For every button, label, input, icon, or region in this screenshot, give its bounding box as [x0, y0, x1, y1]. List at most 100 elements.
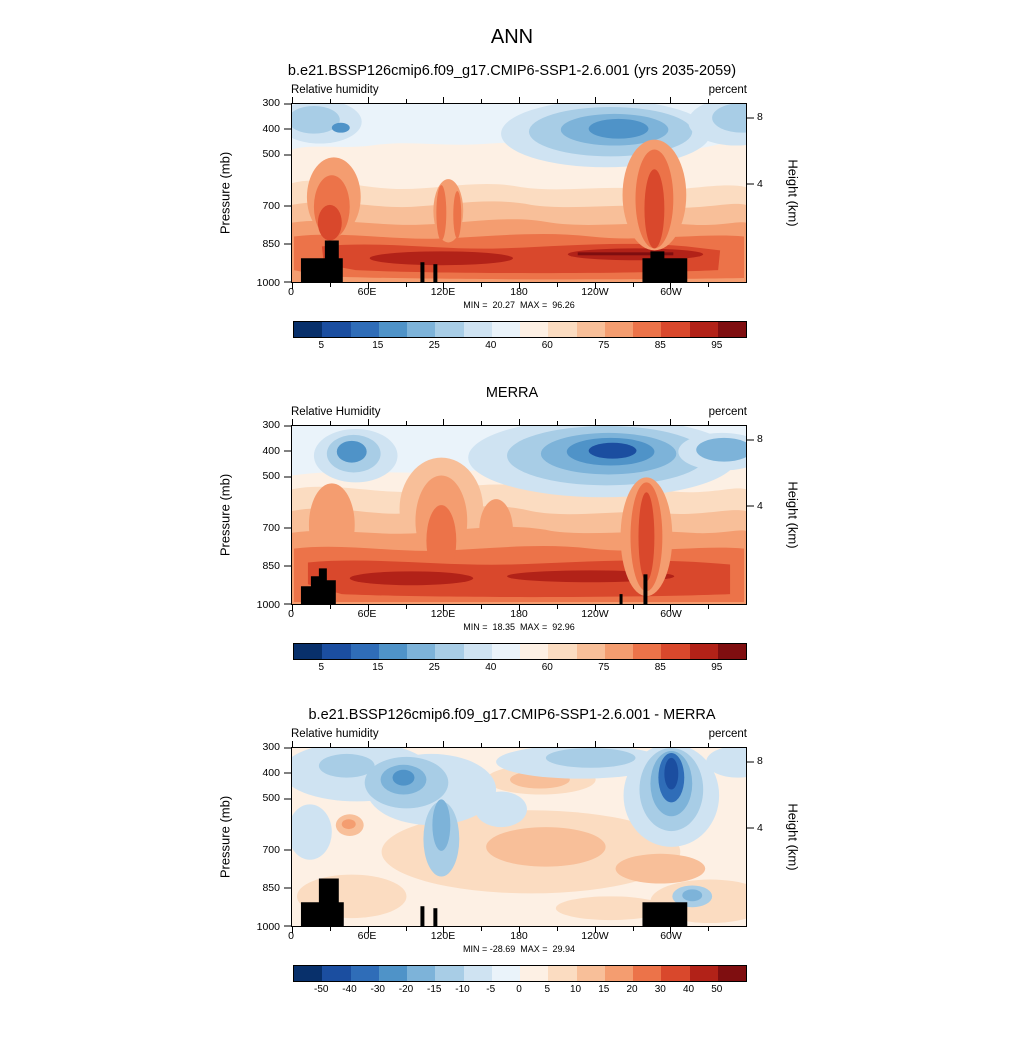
- tick-mark: [594, 97, 596, 103]
- tick-mark: [284, 425, 291, 427]
- tick-mark: [481, 421, 483, 425]
- height-tick-label: 4: [757, 500, 763, 513]
- colorbar-segment: [717, 966, 746, 981]
- tick-mark: [367, 927, 369, 933]
- panel-body: Relative humidity percent Pressure (mb) …: [0, 727, 1024, 1015]
- y-axis-title: Pressure (mb): [217, 151, 233, 235]
- tick-mark: [708, 283, 710, 287]
- colorbar-segment: [576, 322, 605, 337]
- field-label: Relative humidity: [291, 84, 379, 96]
- tick-mark: [556, 743, 558, 747]
- field-label: Relative humidity: [291, 728, 379, 740]
- y-tick-label: 700: [262, 843, 280, 856]
- colorbar-tick-label: 20: [626, 984, 638, 995]
- colorbar-segment: [661, 322, 690, 337]
- y-tick-label: 400: [262, 444, 280, 457]
- colorbar-segment: [435, 644, 464, 659]
- tick-mark: [367, 419, 369, 425]
- height-tick-label: 4: [757, 822, 763, 835]
- x-axis-ticks: 0 60E 120E 180 120W 60W: [288, 608, 747, 620]
- colorbar-tick-label: 0: [516, 984, 522, 995]
- tick-mark: [670, 927, 672, 933]
- y-tick-label: 400: [262, 766, 280, 779]
- tick-mark: [284, 527, 291, 529]
- tick-mark: [284, 798, 291, 800]
- panel-title: b.e21.BSSP126cmip6.f09_g17.CMIP6-SSP1-2.…: [308, 707, 716, 723]
- tick-mark: [292, 605, 293, 611]
- tick-mark: [632, 421, 634, 425]
- x-tick-label: 120W: [581, 930, 609, 942]
- colorbar-segment: [435, 322, 464, 337]
- tick-mark: [670, 419, 672, 425]
- colorbar-segment: [633, 322, 662, 337]
- tick-mark: [329, 421, 331, 425]
- tick-mark: [284, 603, 291, 605]
- x-tick-label: 60W: [660, 286, 682, 298]
- tick-mark: [443, 927, 445, 933]
- stats-line: MIN = 18.35 MAX = 92.96: [463, 622, 575, 632]
- contour-plot: [284, 419, 754, 611]
- tick-mark: [632, 605, 634, 609]
- panel-model: b.e21.BSSP126cmip6.f09_g17.CMIP6-SSP1-2.…: [0, 63, 1024, 371]
- x-tick-label: 60W: [660, 608, 682, 620]
- colorbar-segment: [378, 644, 407, 659]
- colorbar: [293, 643, 747, 660]
- colorbar-tick-label: -5: [486, 984, 496, 995]
- tick-mark: [367, 283, 369, 289]
- dry-region: [313, 426, 746, 498]
- colorbar: [293, 965, 747, 982]
- tick-mark: [594, 419, 596, 425]
- contour-art: [292, 426, 746, 604]
- tick-mark: [747, 117, 754, 119]
- tick-mark: [481, 743, 483, 747]
- moist-region: [292, 139, 746, 282]
- tick-mark: [481, 99, 483, 103]
- tick-mark: [747, 505, 754, 507]
- colorbar-tick-label: -40: [342, 984, 357, 995]
- tick-mark: [632, 927, 634, 931]
- x-tick-label: 60E: [357, 608, 377, 620]
- colorbar-tick-label: 75: [598, 662, 610, 673]
- colorbar-segment: [491, 966, 520, 981]
- y-tick-label: 700: [262, 521, 280, 534]
- tick-mark: [556, 927, 558, 931]
- tick-mark: [556, 605, 558, 609]
- y-tick-label: 300: [262, 419, 280, 431]
- tick-mark: [519, 927, 520, 933]
- colorbar-tick-label: 95: [711, 340, 723, 351]
- colorbar-labels: -50 -40 -30 -20 -15 -10 -5 0 5 10 15 20 30 40 50: [293, 984, 745, 996]
- field-row: Relative humidity percent: [291, 728, 747, 740]
- units-label: percent: [708, 728, 747, 740]
- figure-title: ANN: [490, 26, 534, 48]
- colorbar-tick-label: -30: [370, 984, 385, 995]
- field-row: Relative humidity percent: [291, 84, 747, 96]
- colorbar-segment: [378, 966, 407, 981]
- tick-mark: [632, 283, 634, 287]
- x-tick-label: 60E: [357, 930, 377, 942]
- colorbar-segment: [548, 644, 577, 659]
- tick-mark: [284, 128, 291, 130]
- tick-mark: [708, 927, 710, 931]
- tick-mark: [594, 741, 596, 747]
- colorbar-segment: [294, 966, 323, 981]
- colorbar-tick-label: -10: [455, 984, 470, 995]
- colorbar-segment: [717, 644, 746, 659]
- tick-mark: [405, 99, 407, 103]
- colorbar-tick-label: 85: [654, 662, 666, 673]
- moist-column-60w: [620, 477, 673, 597]
- colorbar-segment: [407, 322, 436, 337]
- y-tick-label: 500: [262, 470, 280, 483]
- contour-plot: [284, 97, 754, 289]
- tick-mark: [708, 99, 710, 103]
- x-tick-label: 180: [510, 930, 528, 942]
- y-axis-title: Pressure (mb): [217, 795, 233, 879]
- tick-mark: [284, 476, 291, 478]
- colorbar-segment: [407, 966, 436, 981]
- tick-mark: [284, 281, 291, 283]
- tick-mark: [519, 741, 520, 747]
- colorbar-segment: [604, 322, 633, 337]
- tick-mark: [594, 605, 596, 611]
- tick-mark: [443, 605, 445, 611]
